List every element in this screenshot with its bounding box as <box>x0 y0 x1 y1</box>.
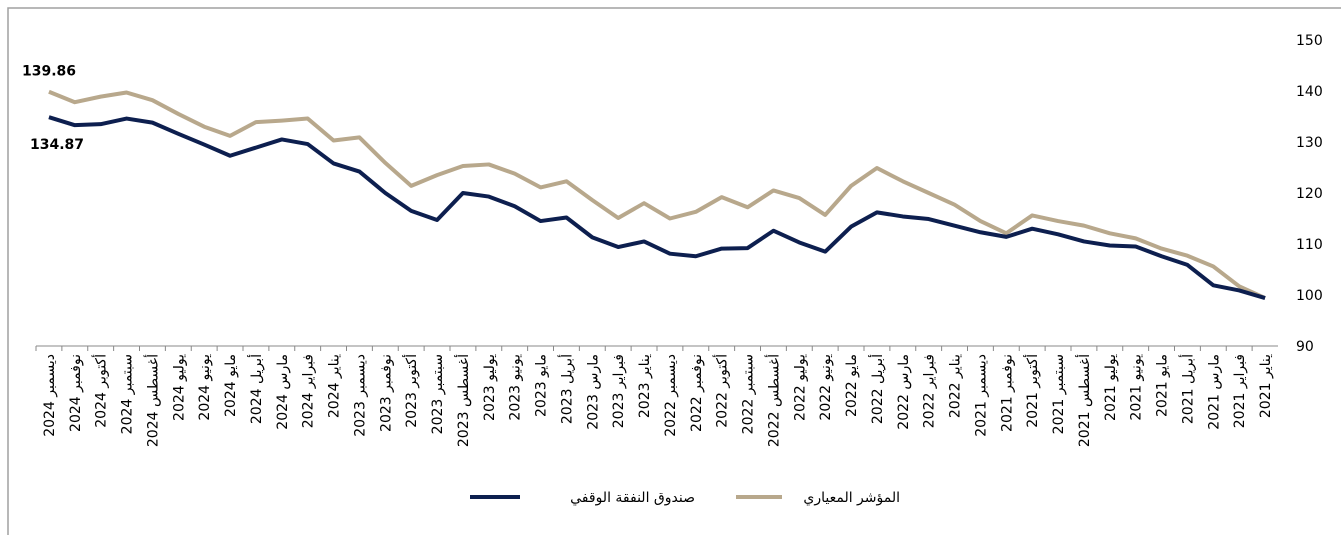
x-tick-label: يناير 2022 <box>948 354 964 418</box>
x-tick-label: أبريل 2023 <box>557 354 575 424</box>
x-tick-label: أبريل 2022 <box>868 354 886 424</box>
x-tick-label: نوفمبر 2024 <box>68 354 84 432</box>
x-tick-label: يونيو 2021 <box>1129 354 1145 421</box>
y-tick-label: 140 <box>1296 84 1323 100</box>
x-tick-label: مارس 2022 <box>896 354 912 430</box>
x-tick-label: فبراير 2023 <box>611 354 627 428</box>
x-tick-label: ديسمبر 2023 <box>352 354 368 437</box>
x-tick-label: سبتمبر 2022 <box>741 354 757 434</box>
x-tick-label: يوليو 2024 <box>171 354 187 421</box>
x-tick-label: أغسطس 2022 <box>764 354 782 447</box>
x-tick-label: يونيو 2023 <box>508 354 524 421</box>
x-tick-label: يناير 2023 <box>637 354 653 418</box>
x-tick-label: مايو 2021 <box>1155 354 1171 417</box>
x-tick-label: أكتوبر 2021 <box>1023 354 1041 428</box>
x-tick-label: فبراير 2024 <box>301 354 317 428</box>
x-tick-label: يونيو 2022 <box>818 354 834 421</box>
x-tick-label: مايو 2023 <box>534 354 550 417</box>
x-tick-label: نوفمبر 2023 <box>378 354 394 432</box>
x-tick-label: يوليو 2022 <box>792 354 808 421</box>
x-tick-label: أبريل 2024 <box>247 354 265 424</box>
y-tick-label: 110 <box>1296 237 1323 253</box>
y-tick-label: 90 <box>1296 339 1314 355</box>
x-tick-label: ديسمبر 2022 <box>663 354 679 437</box>
x-tick-label: يوليو 2023 <box>482 354 498 421</box>
series-line <box>48 115 1266 300</box>
y-tick-label: 130 <box>1296 135 1323 151</box>
x-tick-label: يناير 2021 <box>1258 354 1274 418</box>
x-tick-label: أكتوبر 2022 <box>713 354 731 428</box>
legend-label: المؤشر المعياري <box>803 490 900 506</box>
x-tick-label: أكتوبر 2024 <box>92 354 110 428</box>
x-tick-label: أغسطس 2021 <box>1075 354 1093 447</box>
data-label: 134.87 <box>30 137 84 153</box>
x-tick-label: أغسطس 2023 <box>454 354 472 447</box>
x-tick-label: سبتمبر 2023 <box>430 354 446 434</box>
x-tick-label: يوليو 2021 <box>1103 354 1119 421</box>
x-tick-label: سبتمبر 2021 <box>1051 354 1067 434</box>
x-tick-label: أكتوبر 2023 <box>402 354 420 428</box>
x-tick-label: مارس 2024 <box>275 354 291 430</box>
y-tick-label: 120 <box>1296 186 1323 202</box>
x-tick-label: يونيو 2024 <box>197 354 213 421</box>
series-line <box>48 89 1266 300</box>
x-tick-label: ديسمبر 2021 <box>973 354 989 437</box>
x-tick-label: مارس 2023 <box>585 354 601 430</box>
x-tick-label: مايو 2022 <box>844 354 860 417</box>
x-tick-label: مارس 2021 <box>1206 354 1222 430</box>
x-tick-label: أبريل 2021 <box>1178 354 1196 424</box>
x-tick-label: مايو 2024 <box>223 354 239 417</box>
y-tick-label: 150 <box>1296 33 1323 49</box>
x-tick-label: فبراير 2021 <box>1232 354 1248 428</box>
y-tick-label: 100 <box>1296 288 1323 304</box>
x-tick-label: أغسطس 2024 <box>143 354 161 447</box>
legend-label: صندوق النفقة الوقفي <box>570 490 695 506</box>
x-tick-label: نوفمبر 2021 <box>999 354 1015 432</box>
data-label: 139.86 <box>22 64 76 80</box>
x-tick-label: نوفمبر 2022 <box>689 354 705 432</box>
frame <box>7 7 1341 535</box>
x-tick-label: سبتمبر 2024 <box>120 354 136 434</box>
x-tick-label: فبراير 2022 <box>922 354 938 428</box>
x-tick-label: يناير 2024 <box>327 354 343 418</box>
x-tick-label: ديسمبر 2024 <box>42 354 58 437</box>
